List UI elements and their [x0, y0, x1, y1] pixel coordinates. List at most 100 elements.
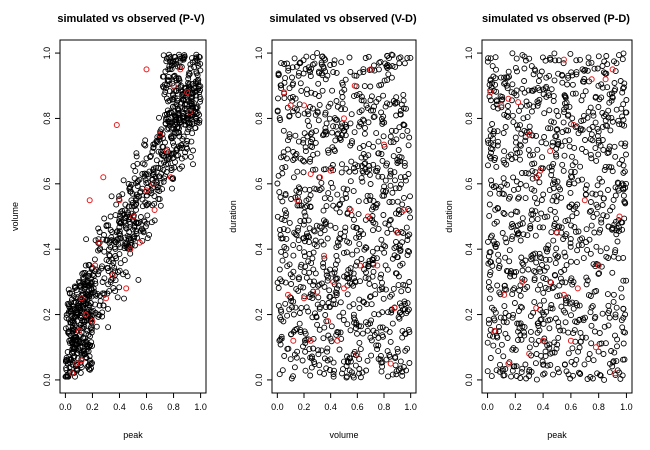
data-point-simulated: [553, 215, 559, 222]
data-point-simulated: [309, 353, 315, 360]
data-point-simulated: [339, 161, 345, 168]
data-point-simulated: [548, 86, 555, 93]
data-point-simulated: [532, 208, 539, 215]
data-point-simulated: [541, 214, 548, 221]
data-point-observed: [592, 344, 599, 351]
data-point-simulated: [582, 66, 589, 73]
data-point-simulated: [498, 341, 505, 348]
data-point-simulated: [598, 219, 605, 226]
data-point-observed: [354, 350, 361, 357]
data-point-simulated: [190, 100, 197, 107]
data-point-simulated: [486, 201, 493, 208]
data-point-simulated: [537, 282, 544, 289]
data-point-observed: [533, 174, 540, 181]
data-point-simulated: [546, 325, 553, 332]
data-point-simulated: [568, 121, 575, 128]
data-point-simulated: [87, 366, 93, 373]
data-point-simulated: [595, 348, 602, 355]
data-point-simulated: [386, 217, 393, 224]
data-point-simulated: [281, 95, 288, 102]
data-point-simulated: [487, 76, 494, 83]
data-point-simulated: [305, 258, 312, 265]
data-point-simulated: [366, 171, 373, 178]
data-point-simulated: [148, 219, 155, 226]
data-point-simulated: [570, 305, 577, 312]
data-point-simulated: [490, 342, 497, 349]
data-point-simulated: [618, 140, 625, 147]
data-point-simulated: [577, 56, 583, 63]
data-point-simulated: [169, 150, 176, 157]
data-point-simulated: [534, 146, 541, 153]
data-point-simulated: [393, 371, 400, 378]
data-point-simulated: [156, 196, 163, 203]
data-point-simulated: [346, 54, 353, 61]
data-point-simulated: [494, 204, 501, 211]
data-point-simulated: [362, 166, 369, 173]
data-point-simulated: [85, 293, 92, 300]
data-point-simulated: [550, 98, 557, 104]
data-point-simulated: [494, 334, 501, 341]
data-point-simulated: [560, 236, 567, 242]
data-point-simulated: [291, 55, 298, 62]
data-point-simulated: [598, 263, 605, 270]
data-point-simulated: [356, 339, 363, 346]
data-point-simulated: [147, 154, 154, 160]
data-point-simulated: [502, 235, 509, 242]
data-point-simulated: [578, 118, 585, 124]
data-point-simulated: [521, 127, 528, 134]
data-point-simulated: [279, 164, 286, 171]
data-point-simulated: [351, 93, 357, 100]
data-point-simulated: [549, 197, 556, 204]
data-point-simulated: [116, 216, 123, 222]
data-point-simulated: [517, 142, 524, 149]
data-point-simulated: [497, 361, 503, 368]
data-point-simulated: [126, 214, 133, 221]
data-point-simulated: [509, 291, 516, 298]
data-point-simulated: [337, 201, 343, 207]
data-point-simulated: [295, 72, 302, 79]
data-point-simulated: [398, 181, 404, 188]
data-point-simulated: [620, 314, 627, 321]
data-point-simulated: [174, 95, 181, 102]
data-point-simulated: [592, 119, 599, 126]
data-point-simulated: [165, 149, 172, 156]
data-point-simulated: [378, 81, 385, 88]
data-point-simulated: [327, 195, 334, 202]
data-point-simulated: [370, 107, 377, 114]
data-point-simulated: [554, 178, 561, 185]
data-point-simulated: [384, 348, 391, 355]
data-point-simulated: [362, 125, 368, 131]
data-point-simulated: [514, 222, 521, 229]
data-point-simulated: [607, 207, 614, 214]
data-point-simulated: [508, 373, 515, 380]
data-point-observed: [100, 174, 107, 181]
data-point-simulated: [518, 369, 525, 376]
data-point-simulated: [332, 224, 339, 231]
data-point-simulated: [380, 187, 387, 194]
x-tick-label: 0.6: [351, 402, 364, 412]
data-point-simulated: [610, 196, 617, 203]
data-point-simulated: [360, 142, 367, 149]
data-point-simulated: [157, 165, 164, 172]
data-point-observed: [537, 167, 544, 174]
data-point-simulated: [600, 351, 607, 357]
data-point-simulated: [485, 316, 492, 323]
data-point-simulated: [159, 186, 166, 193]
data-point-simulated: [588, 131, 595, 138]
data-point-simulated: [175, 123, 182, 130]
data-point-simulated: [530, 151, 537, 158]
data-point-simulated: [330, 373, 337, 380]
data-point-simulated: [363, 269, 369, 276]
data-point-simulated: [590, 214, 597, 220]
data-point-simulated: [597, 371, 603, 378]
data-point-simulated: [116, 235, 123, 242]
data-point-simulated: [587, 309, 594, 316]
data-point-simulated: [598, 81, 605, 88]
data-point-simulated: [539, 262, 545, 268]
data-point-simulated: [347, 142, 354, 149]
data-point-simulated: [555, 334, 562, 341]
data-point-simulated: [358, 154, 365, 161]
data-point-simulated: [289, 64, 296, 71]
data-point-simulated: [321, 195, 328, 202]
data-point-simulated: [95, 247, 102, 254]
